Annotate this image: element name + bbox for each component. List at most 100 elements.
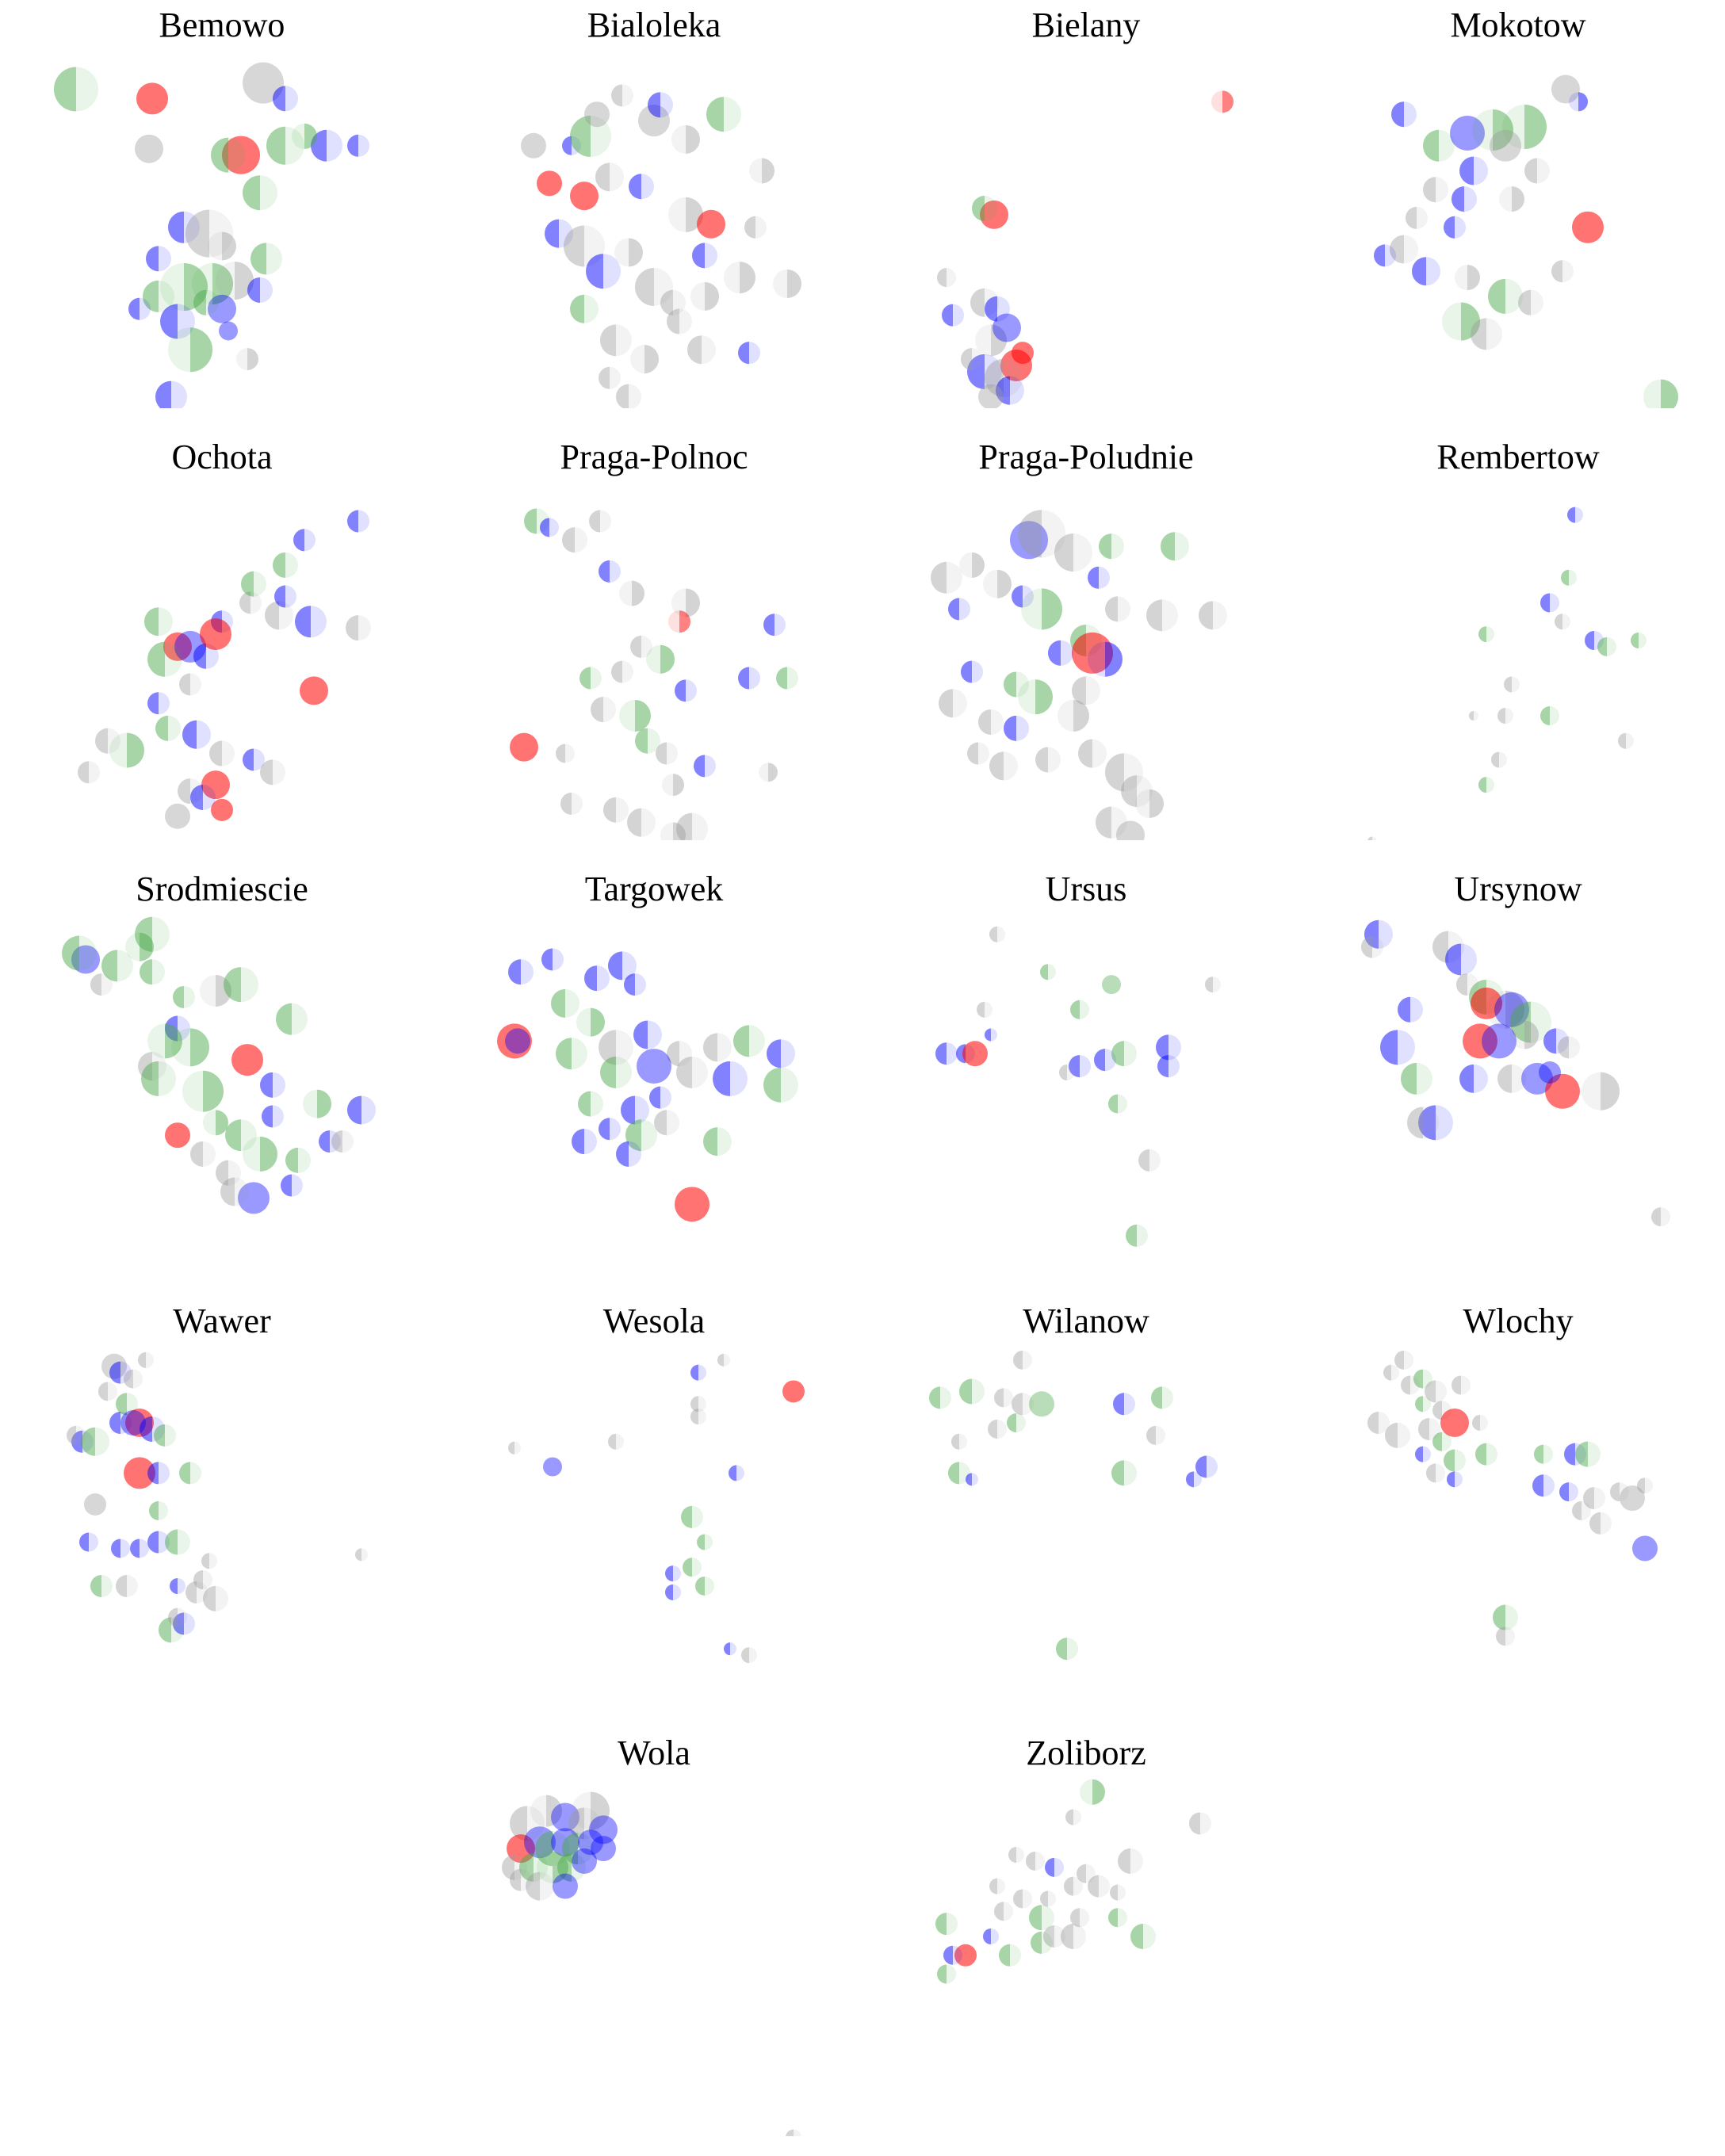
data-point (738, 342, 760, 365)
data-point (1080, 1779, 1105, 1805)
data-point (675, 1187, 710, 1222)
data-point (611, 660, 633, 683)
data-point (208, 231, 236, 261)
data-point (1445, 943, 1477, 976)
data-point (537, 170, 562, 197)
data-point (929, 1386, 951, 1409)
data-point (1072, 632, 1113, 674)
data-point (630, 635, 652, 658)
data-point (1043, 1925, 1065, 1948)
data-point (236, 348, 259, 371)
data-point (1543, 1028, 1569, 1054)
panel-bemowo: Bemowo (24, 0, 420, 412)
data-point (155, 380, 187, 408)
panel-title: Bialoleka (587, 6, 721, 44)
data-point (159, 1617, 184, 1643)
data-point (1105, 753, 1143, 792)
data-point (983, 1929, 999, 1944)
data-point (1040, 964, 1056, 981)
data-point (265, 601, 293, 630)
data-point (1620, 1485, 1645, 1512)
data-point (1569, 92, 1588, 112)
data-point (1361, 935, 1383, 958)
data-point (662, 774, 684, 797)
data-point (985, 358, 1023, 397)
data-point (62, 935, 97, 971)
data-point (1567, 507, 1583, 523)
data-point (1096, 806, 1127, 839)
data-point (147, 1462, 170, 1485)
data-point (203, 1585, 228, 1611)
data-point (1502, 105, 1547, 150)
data-point (1444, 1449, 1466, 1472)
data-point (556, 1038, 587, 1070)
panel-ochota: Ochota (24, 432, 420, 844)
data-point (109, 1412, 132, 1435)
data-point (562, 136, 581, 155)
data-point (155, 715, 181, 741)
data-point (1499, 186, 1524, 212)
data-point (1118, 1848, 1143, 1874)
data-point (1539, 1061, 1561, 1084)
data-point (1440, 1409, 1469, 1438)
data-point (1195, 1455, 1218, 1478)
data-point (1497, 1064, 1526, 1093)
data-point (1510, 1001, 1551, 1043)
data-point (208, 294, 236, 323)
data-point (1555, 614, 1570, 630)
data-point (660, 289, 686, 315)
panel-srodmiescie: Srodmiescie (24, 864, 420, 1276)
data-point (697, 209, 725, 239)
panel-rembertow: Rembertow (1320, 432, 1716, 844)
data-point (608, 951, 637, 981)
data-point (1651, 1207, 1670, 1227)
data-point (211, 137, 246, 173)
data-point (1475, 1443, 1497, 1466)
data-point (1494, 992, 1529, 1027)
data-point (1459, 156, 1488, 185)
data-point (1059, 1065, 1075, 1080)
data-point (1472, 1415, 1488, 1432)
data-point (300, 676, 328, 705)
data-point (243, 748, 265, 771)
data-point (510, 732, 538, 762)
data-point (1637, 1477, 1653, 1494)
data-point (551, 988, 579, 1018)
data-point (1061, 1924, 1086, 1949)
data-point (116, 1393, 138, 1416)
panel-praga-poludnie: Praga-Poludnie (888, 432, 1284, 844)
data-point (635, 728, 660, 754)
data-point (1618, 732, 1634, 749)
data-point (999, 1944, 1021, 1967)
data-point (671, 588, 700, 617)
data-point (186, 209, 233, 258)
data-point (948, 598, 970, 621)
data-point (961, 660, 983, 683)
scatter-plot (931, 510, 1227, 840)
data-point (1374, 244, 1396, 267)
data-point (959, 1378, 985, 1405)
data-point (505, 1028, 530, 1054)
data-point (1113, 1393, 1135, 1416)
data-point (1450, 115, 1485, 151)
data-point (667, 1041, 692, 1067)
panel-wawer: Wawer (24, 1296, 420, 1708)
data-point (109, 1361, 132, 1384)
data-point (978, 709, 1004, 735)
data-point (179, 673, 201, 696)
data-point (203, 1110, 228, 1136)
data-point (1105, 596, 1130, 622)
panel-title: Praga-Poludnie (978, 438, 1194, 476)
data-point (163, 632, 192, 661)
data-point (1423, 177, 1448, 203)
data-point (1029, 1391, 1054, 1417)
panel-title: Wilanow (1023, 1302, 1149, 1340)
data-point (193, 1570, 212, 1590)
data-point (676, 1057, 708, 1088)
data-point (648, 92, 673, 118)
data-point (1394, 1350, 1413, 1370)
data-point (186, 1581, 208, 1604)
data-point (200, 975, 231, 1007)
data-point (141, 1061, 176, 1096)
